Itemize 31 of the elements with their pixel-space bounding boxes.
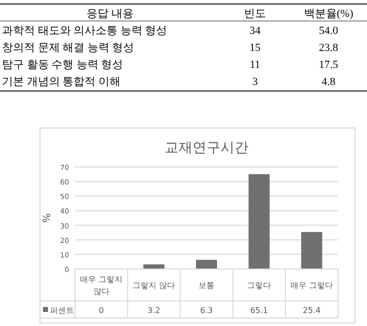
category-label: 탐구 활동 수행 능력 형성 <box>2 59 123 71</box>
x-tick-label: 매우 그렇지 않다 <box>80 275 123 296</box>
legend-label: 퍼센트 <box>50 306 74 315</box>
category-label: 창의적 문제 해결 능력 형성 <box>2 42 134 54</box>
category-label: 과학적 태도와 의사소통 능력 형성 <box>2 25 167 37</box>
bar <box>248 174 270 269</box>
y-axis-title: % <box>42 213 53 223</box>
x-tick-label: 보통 <box>198 281 214 290</box>
x-tick-label: 그렇다 <box>247 281 272 290</box>
chart-title: 교재연구시간 <box>164 140 248 156</box>
data-label: 65.1 <box>250 306 268 315</box>
data-label: 23.8 <box>318 42 339 54</box>
x-tick-label: 그렇지 않다 <box>132 281 176 290</box>
x-tick-label: 매우 그렇다 <box>290 281 333 290</box>
data-label: 25.4 <box>302 306 321 315</box>
text: 빈도 <box>244 8 266 20</box>
data-label: 4.8 <box>322 76 336 88</box>
data-label: 3 <box>252 76 258 88</box>
data-label: 15 <box>250 42 261 54</box>
bar <box>301 232 322 269</box>
data-label: 3.2 <box>148 306 160 315</box>
data-label: 11 <box>250 59 260 71</box>
data-label: 54.0 <box>318 25 339 37</box>
text: 백분율(%) <box>304 8 354 20</box>
category-label: 기본 개념의 통합적 이해 <box>2 76 120 88</box>
bar <box>196 260 218 269</box>
data-label: 17.5 <box>318 59 339 71</box>
data-label: 34 <box>250 25 261 37</box>
text: 응답 내용 <box>86 8 134 20</box>
data-label: 0 <box>98 306 104 315</box>
data-label: 6.3 <box>200 306 213 315</box>
